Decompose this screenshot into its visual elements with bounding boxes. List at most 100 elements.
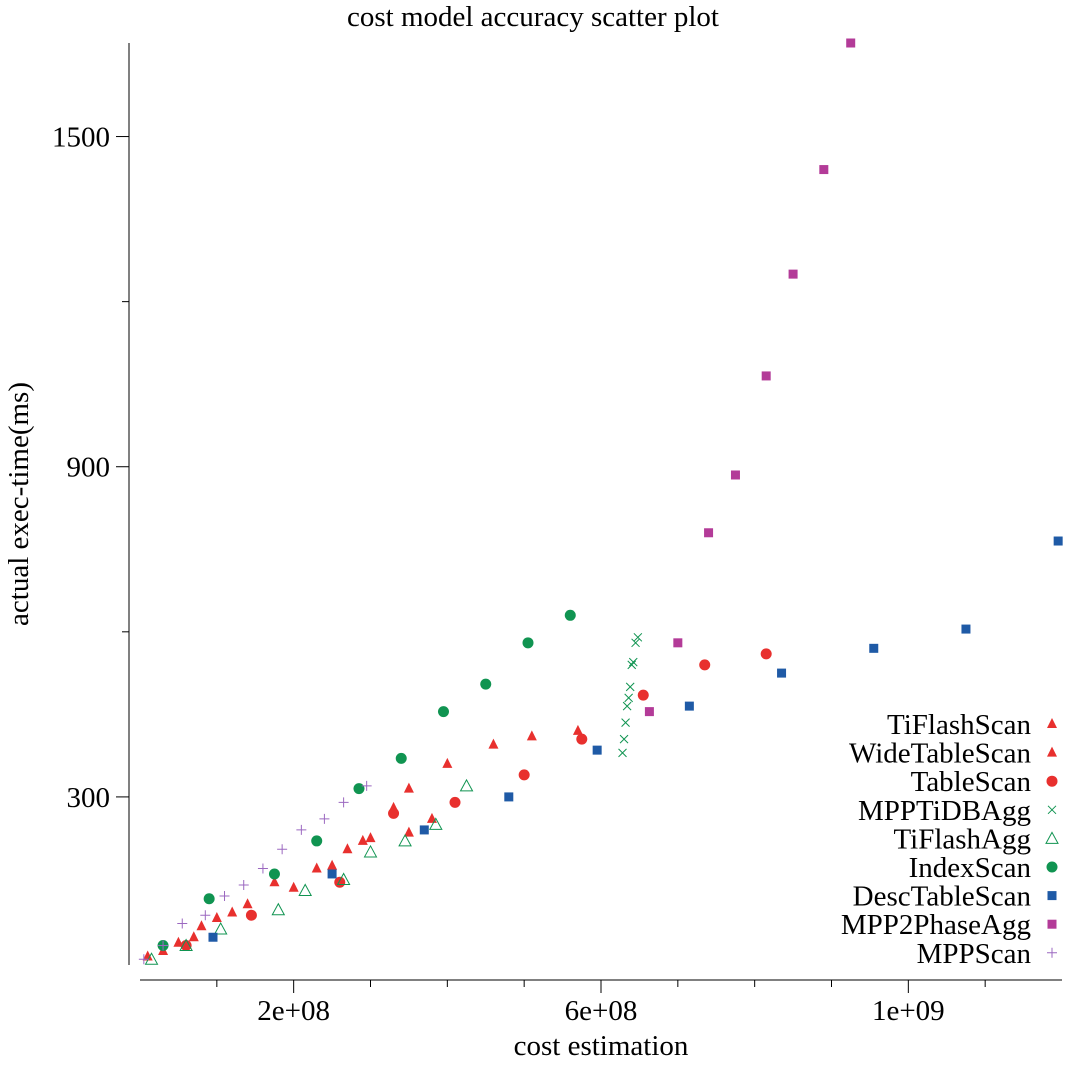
desctablescan-point [504,792,514,802]
tablescan-point [180,939,192,951]
mpp2phaseagg-point [846,38,856,48]
y-axis-label: actual exec-time(ms) [3,382,35,626]
tablescan-point [449,796,461,808]
legend-label-indexscan: IndexScan [909,852,1032,884]
mpptidbagg-point [628,657,638,667]
legend-marker-mpp2phaseagg [1047,919,1057,929]
indexscan-point [203,893,215,905]
data-points [138,38,1063,965]
tiflashagg-point [179,938,193,951]
tiflashscan-point [227,906,238,917]
mpptidbagg-point [631,638,640,648]
indexscan-point [480,678,492,690]
widetablescan-point [365,832,376,843]
indexscan-point [268,868,280,880]
legend-label-tiflashscan: TiFlashScan [887,709,1031,741]
mppscan-point [219,890,230,901]
y-tick-label: 1500 [52,122,110,154]
widetablescan-point [442,757,453,768]
mpp2phaseagg-point [730,470,740,480]
mpp2phaseagg-point [704,528,714,538]
tiflashagg-point [398,833,412,847]
mppscan-point [138,954,149,965]
tiflashscan-point [357,834,368,845]
widetablescan-point [211,911,222,922]
mpp2phaseagg-point [819,165,829,175]
indexscan-point [395,752,407,764]
mppscan-point [277,844,288,855]
mppscan-point [200,910,211,921]
widetablescan-point [526,730,537,741]
mppscan-point [177,918,188,929]
mpptidbagg-point [625,682,635,692]
legend-label-tiflashagg: TiFlashAgg [893,823,1031,855]
tiflashagg-point [271,902,286,916]
tablescan-point [518,769,530,781]
x-axis-label: cost estimation [514,1030,689,1062]
y-tick-label: 300 [67,782,111,814]
tablescan-point [576,733,588,745]
tablescan-point [245,909,257,921]
tiflashscan-point [327,859,338,870]
mpptidbagg-point [633,632,643,642]
desctablescan-point [869,643,879,653]
tiflashagg-point [298,883,313,896]
widetablescan-point [188,931,199,942]
legend-label-tablescan: TableScan [911,766,1032,798]
legend-marker-indexscan [1046,861,1058,873]
desctablescan-point [208,932,218,942]
legend: TiFlashScanWideTableScanTableScanMPPTiDB… [841,709,1059,970]
mppscan-point [257,863,268,874]
indexscan-point [522,637,534,649]
tablescan-point [334,876,346,888]
desctablescan-point [327,869,337,879]
tablescan-point [699,659,711,671]
mpp2phaseagg-point [788,269,798,279]
mppscan-point [319,813,330,824]
tiflashagg-point [459,778,474,792]
desctablescan-point [777,668,787,678]
indexscan-point [564,609,576,621]
tablescan-point [760,648,772,660]
mpptidbagg-point [624,693,634,703]
tablescan-point [388,807,400,819]
tiflashscan-point [426,812,437,823]
tiflashscan-point [142,950,153,961]
mppscan-point [238,879,249,890]
mpp2phaseagg-point [761,371,771,381]
x-tick-label: 6e+08 [565,995,638,1027]
tiflashagg-point [213,921,228,935]
indexscan-point [437,706,449,718]
mpp2phaseagg-point [673,638,683,648]
tiflashscan-point [572,724,583,735]
tiflashagg-point [428,817,443,830]
legend-marker-mpptidbagg [1047,805,1057,815]
mpp2phaseagg-point [644,707,654,717]
indexscan-point [311,835,323,847]
legend-label-desctablescan: DescTableScan [853,881,1032,913]
legend-marker-tablescan [1046,775,1058,787]
mpptidbagg-point [618,748,627,758]
legend-marker-tiflashscan [1047,718,1057,728]
desctablescan-point [961,624,971,634]
legend-marker-tiflashagg [1045,831,1059,844]
desctablescan-point [1053,536,1063,546]
legend-label-mpptidbagg: MPPTiDBAgg [858,795,1031,827]
mppscan-point [158,940,169,951]
y-ticks: 300 900 1500 [52,122,129,814]
legend-label-mppscan: MPPScan [917,938,1032,970]
tiflashagg-point [336,872,351,885]
chart-title: cost model accuracy scatter plot [347,1,719,33]
x-tick-label: 1e+09 [872,995,945,1027]
tablescan-point [637,689,649,701]
x-tick-label: 2e+08 [257,995,330,1027]
mpptidbagg-point [622,701,632,711]
mppscan-point [296,824,307,835]
indexscan-point [353,783,365,795]
legend-label-mpp2phaseagg: MPP2PhaseAgg [841,909,1031,941]
tiflashagg-point [363,844,378,858]
legend-marker-desctablescan [1047,891,1057,901]
legend-marker-mppscan [1047,947,1057,958]
y-tick-label: 900 [67,452,111,484]
